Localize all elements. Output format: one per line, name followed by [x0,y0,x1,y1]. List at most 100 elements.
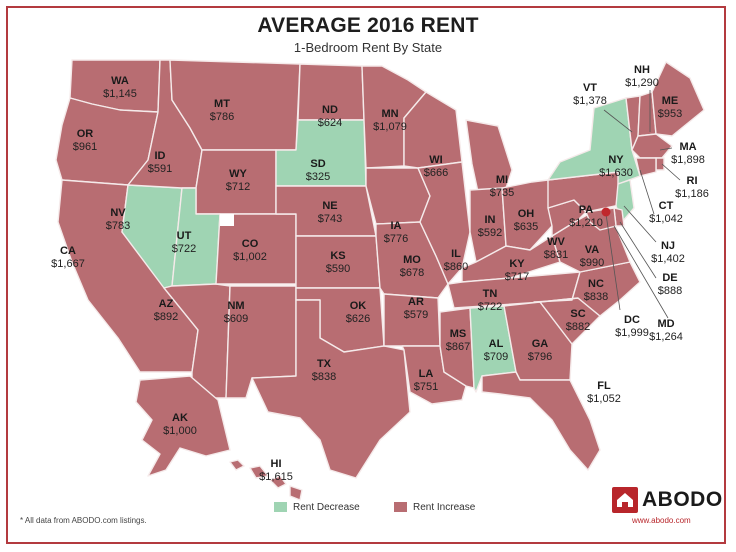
state-rent: $838 [311,371,337,383]
state-rent: $635 [513,221,539,233]
state-label-md: MD $1,264 [649,318,683,344]
state-rent: $776 [383,233,409,245]
state-rent: $712 [225,181,251,193]
state-label-sd: SD $325 [306,158,330,184]
state-rent: $743 [317,213,343,225]
state-rent: $1,002 [233,251,267,263]
state-label-mt: MT $786 [210,98,234,124]
state-rent: $722 [477,301,503,313]
state-shape-ma [631,133,673,159]
state-label-mo: MO $678 [400,254,424,280]
state-rent: $609 [223,313,249,325]
state-abbr: NV [110,207,126,219]
state-rent: $1,402 [651,253,685,265]
state-rent: $838 [583,291,609,303]
state-label-ms: MS $867 [446,328,470,354]
state-rent: $735 [489,187,515,199]
state-label-va: VA $990 [580,244,604,270]
state-rent: $892 [153,311,179,323]
state-label-nm: NM $609 [224,300,248,326]
state-rent: $1,145 [103,88,137,100]
state-label-id: ID $591 [148,150,172,176]
legend-swatch-increase [394,502,407,513]
state-abbr: FL [597,380,611,392]
connector-line [659,147,673,151]
state-abbr: WI [429,154,443,166]
state-label-nj: NJ $1,402 [651,240,685,266]
state-label-ak: AK $1,000 [163,412,197,438]
state-abbr: ME [661,95,679,107]
state-rent: $1,264 [649,331,683,343]
state-abbr: MA [679,141,697,153]
state-abbr: UT [176,230,192,242]
state-rent: $1,290 [625,77,659,89]
state-abbr: NJ [660,240,676,252]
state-rent: $579 [403,309,429,321]
state-rent: $590 [325,263,351,275]
legend-label-increase: Rent Increase [413,502,476,513]
state-label-or: OR $961 [73,128,97,154]
state-rent: $709 [483,351,509,363]
state-abbr: TX [316,358,332,370]
state-rent: $783 [105,220,131,232]
state-rent: $1,052 [587,393,621,405]
state-abbr: CT [658,200,674,212]
state-label-hi: HI $1,615 [259,458,293,484]
state-abbr: SD [310,158,326,170]
state-shapes [55,59,705,501]
state-abbr: OK [349,300,367,312]
state-shape-hi [229,459,303,501]
state-abbr: HI [270,458,282,470]
state-label-nd: ND $624 [318,104,342,130]
state-abbr: ND [322,104,338,116]
state-shape-ct [635,157,657,177]
state-abbr: AZ [158,298,174,310]
state-shape-ia [365,167,431,225]
state-abbr: RI [686,175,698,187]
state-label-nh: NH $1,290 [625,64,659,90]
state-label-nv: NV $783 [106,207,130,233]
state-rent: $1,042 [649,213,683,225]
state-abbr: VT [582,82,598,94]
state-label-ar: AR $579 [404,296,428,322]
state-rent: $888 [657,285,683,297]
connector-line [613,225,669,319]
state-label-mn: MN $1,079 [373,108,407,134]
state-rent: $592 [477,227,503,239]
state-abbr: MT [214,98,230,110]
state-rent: $796 [527,351,553,363]
brand-url: www.abodo.com [632,516,691,525]
map-subtitle: 1-Bedroom Rent By State [293,40,443,55]
state-abbr: AR [408,296,424,308]
legend-label-decrease: Rent Decrease [293,502,360,513]
state-rent: $1,898 [671,154,705,166]
state-abbr: IA [390,220,402,232]
state-rent: $1,378 [573,95,607,107]
state-label-nc: NC $838 [584,278,608,304]
legend-item-increase: Rent Increase [394,502,475,513]
state-label-pa: PA $1,210 [569,204,603,230]
state-abbr: NC [588,278,604,290]
state-label-la: LA $751 [414,368,438,394]
state-abbr: PA [578,204,594,216]
state-label-me: ME $953 [658,95,682,121]
state-label-wi: WI $666 [424,154,448,180]
state-label-ri: RI $1,186 [675,175,709,201]
state-label-ok: OK $626 [346,300,370,326]
state-rent: $860 [443,261,469,273]
state-abbr: MN [381,108,399,120]
state-shape-tx [251,299,411,479]
state-rent: $786 [209,111,235,123]
state-rent: $1,999 [615,327,649,339]
state-abbr: IN [484,214,496,226]
state-abbr: KY [509,258,525,270]
utah-notch [220,214,234,226]
state-abbr: SC [570,308,586,320]
state-rent: $624 [317,117,343,129]
state-label-al: AL $709 [484,338,508,364]
state-rent: $1,210 [569,217,603,229]
state-shape-ny [547,97,641,185]
state-label-oh: OH $635 [514,208,538,234]
state-rent: $678 [399,267,425,279]
house-icon [612,487,638,513]
